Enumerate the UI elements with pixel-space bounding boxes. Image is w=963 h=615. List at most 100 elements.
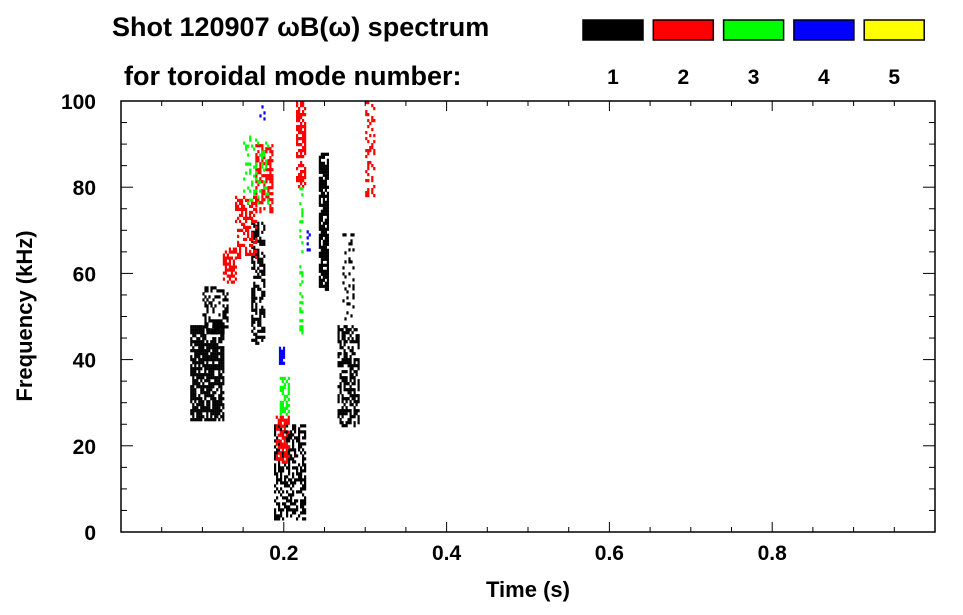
spectrum-cell-mode-1	[194, 406, 197, 410]
spectrum-cell-mode-1	[212, 373, 215, 377]
spectrum-cell-mode-1	[298, 475, 301, 479]
spectrum-cell-mode-3	[259, 189, 262, 193]
spectrum-cell-mode-1	[214, 322, 217, 326]
spectrum-cell-mode-1	[259, 296, 262, 300]
spectrum-cell-mode-1	[255, 311, 258, 315]
spectrum-cell-mode-2	[304, 146, 307, 150]
spectrum-cell-mode-2	[263, 162, 266, 166]
spectrum-cell-mode-1	[288, 466, 291, 470]
spectrum-cell-mode-3	[253, 147, 256, 151]
spectrum-cell-mode-1	[353, 361, 356, 365]
spectrum-cell-mode-2	[259, 168, 262, 172]
spectrum-cell-mode-1	[357, 340, 360, 344]
spectrum-cell-mode-3	[287, 391, 290, 395]
spectrum-cell-mode-1	[204, 391, 207, 395]
spectrum-cell-mode-2	[243, 195, 246, 199]
spectrum-cell-mode-1	[218, 322, 221, 326]
spectrum-cell-mode-1	[204, 397, 207, 401]
spectrum-cell-mode-1	[261, 257, 264, 261]
spectrum-cell-mode-1	[341, 406, 344, 410]
spectrum-cell-mode-1	[324, 167, 327, 171]
spectrum-cell-mode-2	[300, 143, 303, 147]
spectrum-cell-mode-2	[234, 277, 237, 281]
spectrum-cell-mode-2	[275, 454, 278, 458]
spectrum-cell-mode-1	[290, 499, 293, 503]
spectrum-cell-mode-1	[324, 212, 327, 216]
spectrum-cell-mode-1	[284, 478, 287, 482]
spectrum-cell-mode-1	[304, 436, 307, 440]
spectrum-cell-mode-3	[283, 376, 286, 380]
spectrum-cell-mode-1	[196, 331, 199, 335]
spectrum-cell-mode-1	[274, 466, 277, 470]
spectrum-cell-mode-2	[230, 271, 233, 275]
spectrum-cell-mode-1	[206, 364, 209, 368]
spectrum-cell-mode-1	[196, 409, 199, 413]
spectrum-cell-mode-1	[204, 304, 207, 308]
spectrum-cell-mode-1	[288, 439, 291, 443]
spectrum-cell-mode-4	[278, 346, 282, 350]
spectrum-cell-mode-1	[253, 296, 256, 300]
spectrum-cell-mode-1	[296, 478, 299, 482]
spectrum-cell-mode-1	[353, 409, 356, 413]
spectrum-cell-mode-2	[222, 256, 225, 260]
spectrum-cell-mode-1	[280, 481, 283, 485]
spectrum-cell-mode-1	[214, 367, 217, 371]
spectrum-cell-mode-1	[300, 466, 303, 470]
spectrum-cell-mode-3	[299, 292, 302, 296]
spectrum-cell-mode-1	[318, 284, 321, 288]
spectrum-cell-mode-1	[220, 364, 223, 368]
spectrum-cell-mode-1	[345, 328, 348, 332]
spectrum-cell-mode-1	[326, 233, 329, 237]
spectrum-cell-mode-1	[274, 463, 277, 467]
spectrum-cell-mode-2	[300, 152, 303, 156]
spectrum-cell-mode-4	[259, 114, 262, 118]
spectrum-cell-mode-1	[222, 316, 225, 320]
spectrum-cell-mode-1	[220, 340, 223, 344]
spectrum-cell-mode-1	[343, 349, 346, 353]
spectrum-cell-mode-1	[337, 394, 340, 398]
spectrum-cell-mode-1	[355, 373, 358, 377]
spectrum-cell-mode-1	[292, 448, 295, 452]
spectrum-cell-mode-1	[194, 352, 197, 356]
spectrum-cell-mode-2	[269, 180, 272, 184]
spectrum-cell-mode-2	[373, 167, 376, 171]
spectrum-cell-mode-2	[275, 457, 278, 461]
spectrum-cell-mode-1	[276, 451, 279, 455]
spectrum-cell-mode-1	[318, 194, 321, 198]
spectrum-cell-mode-2	[255, 186, 258, 190]
spectrum-cell-mode-1	[194, 370, 197, 374]
spectrum-cell-mode-2	[261, 180, 264, 184]
spectrum-cell-mode-1	[318, 158, 321, 162]
spectrum-cell-mode-3	[249, 138, 252, 142]
spectrum-cell-mode-1	[206, 391, 209, 395]
spectrum-cell-mode-1	[206, 385, 209, 389]
spectrum-cell-mode-1	[208, 358, 211, 362]
spectrum-cell-mode-1	[351, 337, 354, 341]
spectrum-cell-mode-1	[190, 412, 193, 416]
spectrum-cell-mode-1	[353, 328, 356, 332]
spectrum-cell-mode-1	[208, 331, 211, 335]
spectrum-cell-mode-3	[263, 180, 266, 184]
spectrum-cell-mode-1	[349, 412, 352, 416]
spectrum-cell-mode-1	[320, 155, 323, 159]
spectrum-cell-mode-3	[265, 162, 268, 166]
spectrum-cell-mode-1	[349, 370, 352, 374]
spectrum-cell-mode-1	[348, 248, 351, 252]
spectrum-cell-mode-1	[324, 182, 327, 186]
spectrum-cell-mode-2	[243, 207, 246, 211]
spectrum-cell-mode-1	[339, 343, 342, 347]
spectrum-cell-mode-1	[202, 400, 205, 404]
spectrum-cell-mode-1	[345, 376, 348, 380]
spectrum-cell-mode-1	[300, 472, 303, 476]
spectrum-cell-mode-1	[194, 343, 197, 347]
spectrum-cell-mode-1	[304, 499, 307, 503]
spectrum-cell-mode-1	[353, 379, 356, 383]
spectrum-cell-mode-2	[373, 152, 376, 156]
spectrum-cell-mode-1	[253, 236, 256, 240]
spectrum-cell-mode-1	[318, 236, 321, 240]
spectrum-cell-mode-2	[230, 268, 233, 272]
spectrum-cell-mode-2	[298, 143, 301, 147]
spectrum-cell-mode-1	[204, 370, 207, 374]
spectrum-cell-mode-1	[220, 415, 223, 419]
spectrum-cell-mode-1	[224, 298, 227, 302]
